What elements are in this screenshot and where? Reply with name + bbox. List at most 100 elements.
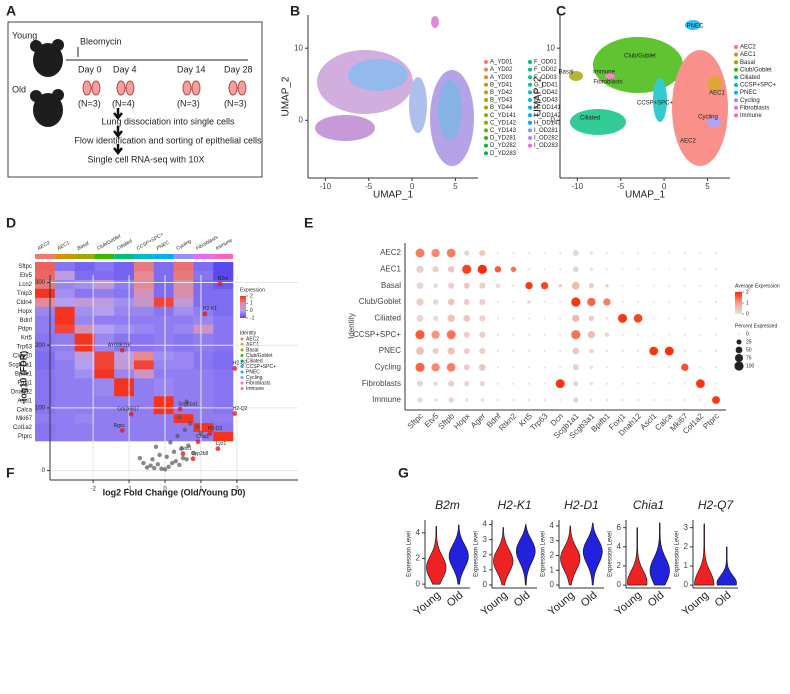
heatmap-cell	[173, 387, 194, 397]
heatmap-cell	[35, 351, 56, 361]
heatmap-cell	[94, 262, 115, 272]
heatmap-cell	[193, 262, 214, 272]
dot	[559, 366, 562, 369]
dot	[668, 333, 671, 336]
heatmap-cell	[35, 306, 56, 316]
heatmap-cell	[114, 387, 135, 397]
dot	[572, 266, 579, 273]
dot	[683, 268, 686, 271]
dot	[559, 349, 562, 353]
dot	[447, 347, 455, 355]
dot	[479, 347, 486, 355]
x-tick-label: 0	[163, 487, 167, 493]
dot	[512, 300, 515, 304]
legend-swatch	[484, 82, 488, 87]
heatmap-cell	[94, 414, 115, 424]
heatmap-cell	[193, 297, 214, 308]
y-axis-title: Expression Level	[407, 531, 413, 577]
y-tick-label: 10	[546, 43, 555, 52]
y-axis-title: UMAP_2	[533, 76, 544, 116]
dot	[479, 298, 486, 306]
size-key	[734, 361, 744, 371]
heatmap-cell	[153, 333, 174, 343]
heatmap-cell	[134, 306, 155, 316]
dot	[527, 268, 531, 271]
study-design: Young Old Bleomycin Day 0 Day 4 Day 14 D…	[7, 21, 263, 178]
violin	[694, 523, 715, 586]
row-label: Immune	[372, 395, 401, 404]
dot	[496, 366, 500, 369]
heatmap-cell	[213, 333, 234, 343]
highlight-point	[207, 431, 213, 437]
dot	[416, 298, 424, 306]
gene-point	[175, 433, 180, 439]
x-tick-label: -5	[617, 182, 625, 191]
dot	[512, 398, 515, 402]
legend-swatch	[734, 60, 738, 65]
dot	[652, 252, 655, 254]
heatmap-cell	[35, 360, 56, 370]
dot	[572, 249, 579, 257]
heatmap-cell	[134, 297, 155, 308]
y-tick-label: 10	[294, 43, 303, 52]
legend-label: Basal	[246, 347, 259, 353]
dot	[699, 268, 702, 271]
heatmap-cell	[74, 262, 95, 272]
dot	[637, 268, 640, 271]
dot	[683, 382, 686, 385]
dot	[510, 266, 517, 273]
colorbar-label: 2	[746, 289, 749, 295]
gene-label: AY036118	[108, 343, 131, 349]
dot	[479, 282, 486, 289]
dot	[636, 398, 640, 402]
gene-label: Cyp2b8	[191, 451, 208, 457]
gene-point	[187, 421, 193, 426]
dot	[604, 332, 610, 337]
legend-label: Club/Goblet	[740, 67, 772, 73]
heatmap-cell	[94, 423, 115, 433]
dot	[633, 314, 643, 323]
row-label: Foxj1	[17, 380, 32, 386]
row-label: Calca	[17, 407, 33, 413]
dot	[652, 333, 655, 336]
heatmap-cell	[213, 279, 234, 290]
dot	[664, 346, 674, 356]
dot	[605, 382, 609, 385]
row-label: Bpifb1	[15, 371, 33, 377]
row-label: Cycling	[375, 362, 401, 371]
dot	[447, 298, 455, 306]
dot	[496, 300, 500, 304]
heatmap-cell	[54, 279, 75, 290]
legend-label: B_YD43	[490, 98, 513, 104]
legend-swatch	[734, 67, 738, 72]
gene-point	[173, 458, 178, 464]
heatmap-cell	[193, 405, 214, 415]
category-label: Young	[680, 589, 711, 618]
dot	[433, 283, 438, 288]
heatmap-cell	[74, 387, 95, 397]
legend-label: C_YD143	[490, 128, 517, 134]
legend-swatch	[484, 143, 488, 148]
y-tick-label: 4	[483, 520, 488, 529]
legend-swatch	[528, 60, 532, 64]
dot	[683, 251, 686, 255]
dot	[496, 398, 500, 402]
heatmap-cell	[35, 288, 56, 299]
dot	[512, 349, 515, 353]
cluster-label: Fibroblasts	[593, 80, 622, 86]
heatmap-cell	[114, 333, 135, 343]
y-tick-label: 100	[35, 405, 46, 411]
legend-label: H_OD142	[534, 113, 561, 119]
heatmap-cell	[134, 288, 155, 299]
identity-bar	[213, 254, 233, 259]
heatmap-cell	[114, 262, 135, 272]
heatmap-cell	[134, 262, 155, 272]
identity-bar	[134, 254, 154, 259]
heatmap-cell	[153, 378, 174, 388]
identity-bar	[54, 254, 75, 259]
day-label: Day 0	[78, 64, 102, 74]
heatmap-cell	[134, 369, 155, 379]
dot	[652, 366, 655, 369]
dot	[699, 317, 702, 320]
highlight-point	[128, 411, 134, 417]
